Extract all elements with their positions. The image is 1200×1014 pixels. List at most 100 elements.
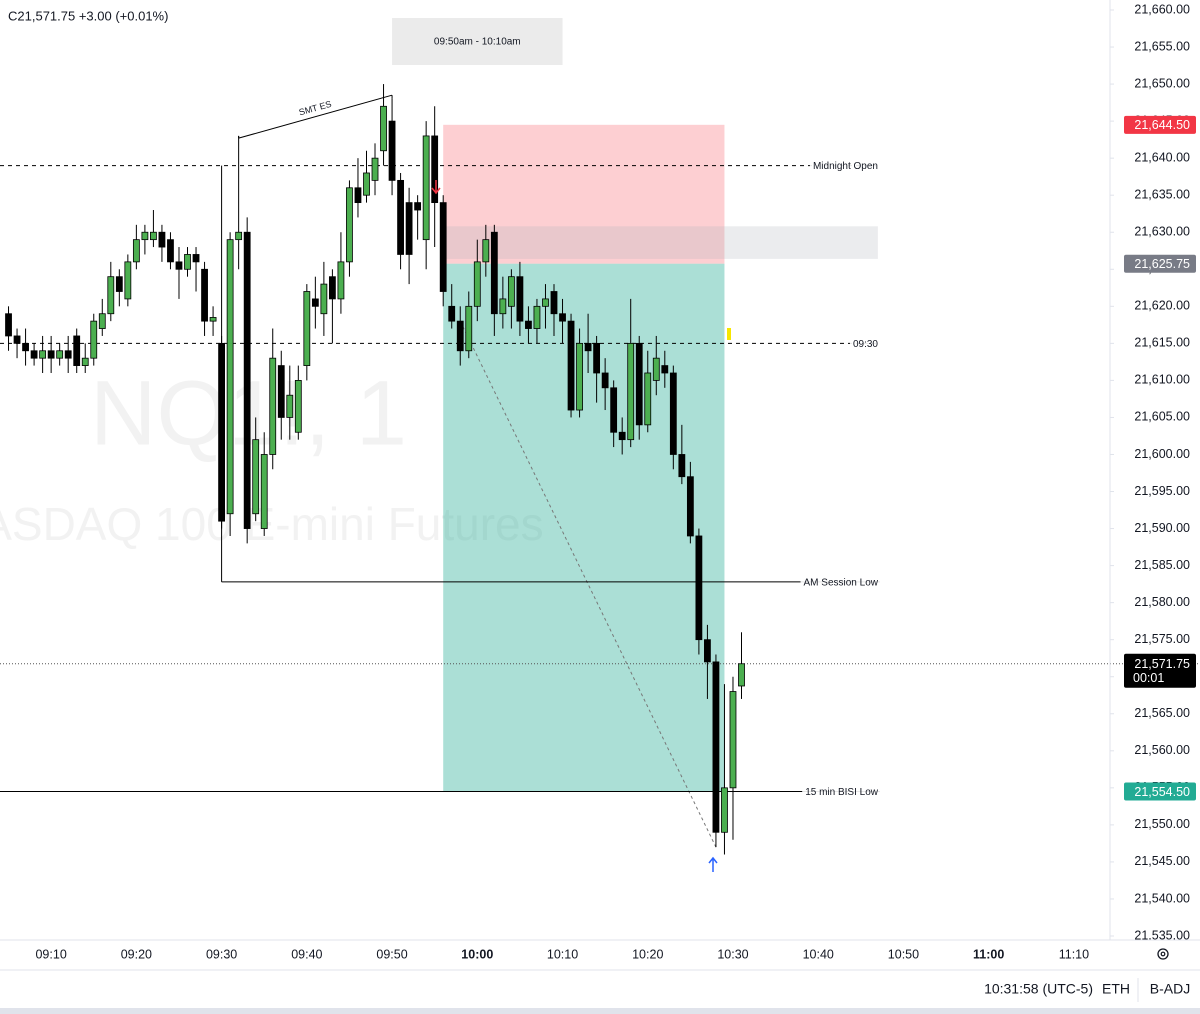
- target-zone: [443, 263, 725, 792]
- y-tick-label: 21,595.00: [1134, 484, 1190, 498]
- candle-body: [73, 335, 81, 366]
- smt-line: [238, 94, 393, 139]
- candle-body: [260, 454, 268, 529]
- candle-body: [167, 239, 174, 263]
- candle-body: [652, 357, 660, 381]
- annotation-layer: Midnight Open 09:30 AM Session Low 15 min B…: [238, 94, 881, 799]
- candle-body: [550, 291, 558, 315]
- level-label-bg: [809, 158, 880, 173]
- time-axis-band: [0, 940, 1200, 1014]
- candle-body: [294, 379, 302, 433]
- candle-body: [226, 239, 234, 515]
- candle-body: [704, 639, 711, 663]
- candle-body: [90, 320, 98, 359]
- y-tick-label: 21,600.00: [1134, 447, 1190, 461]
- candle-body: [601, 372, 609, 389]
- highlight-mark: [727, 328, 731, 340]
- price-label-countdown: 00:01: [1133, 671, 1164, 685]
- y-tick-label: 21,660.00: [1134, 2, 1190, 16]
- y-tick-label: 21,610.00: [1134, 373, 1190, 387]
- candle-body: [618, 431, 626, 441]
- candle-body: [252, 439, 260, 515]
- y-tick-label: 21,575.00: [1134, 632, 1190, 646]
- session-toggle[interactable]: ETH: [1102, 981, 1130, 997]
- level-label: Midnight Open: [813, 161, 878, 172]
- y-tick-label: 21,540.00: [1134, 891, 1190, 905]
- candle-body: [576, 342, 583, 411]
- candles-layer: [5, 84, 745, 855]
- y-tick-label: 21,630.00: [1134, 225, 1190, 239]
- y-tick-label: 21,535.00: [1134, 928, 1190, 942]
- stop-zone: [443, 124, 725, 264]
- candle-body: [277, 365, 285, 418]
- x-tick-label: 10:40: [803, 947, 834, 961]
- candle-body: [64, 350, 72, 359]
- x-tick-label: 10:10: [547, 947, 578, 961]
- x-tick-label: 10:20: [632, 947, 663, 961]
- bottom-layer: 10:31:58 (UTC-5) ETH B-ADJ 09:10 09:20 09:…: [0, 939, 1200, 1014]
- drawings-layer: 09:50am - 10:10am: [0, 18, 1200, 848]
- status-time: 10:31:58 (UTC-5): [984, 981, 1093, 997]
- candle-body: [482, 239, 490, 263]
- candle-body: [30, 350, 38, 359]
- candle-body: [738, 663, 745, 687]
- y-tick-label: 21,550.00: [1134, 817, 1190, 831]
- candle-body: [243, 231, 251, 529]
- candle-body: [567, 320, 575, 411]
- adjust-toggle[interactable]: B-ADJ: [1150, 981, 1190, 997]
- x-tick-label: 09:30: [206, 947, 237, 961]
- candle-body: [678, 454, 686, 478]
- x-tick-label: 10:50: [888, 947, 919, 961]
- candle-body: [218, 342, 226, 522]
- level-label: AM Session Low: [804, 578, 879, 589]
- price-label-box: [1124, 653, 1196, 688]
- candle-body: [107, 276, 115, 315]
- candle-body: [490, 231, 498, 315]
- candle-body: [499, 298, 507, 315]
- price-label: 21,625.75: [1134, 257, 1190, 271]
- price-label-box: [1124, 782, 1196, 801]
- candle-body: [150, 231, 157, 241]
- level-label: 15 min BISI Low: [805, 787, 879, 798]
- candle-body: [507, 276, 515, 307]
- candle-body: [98, 313, 106, 329]
- candle-body: [635, 342, 643, 426]
- x-tick-label: 10:30: [717, 947, 748, 961]
- price-label: 21,554.50: [1134, 785, 1190, 799]
- x-tick-label: 09:10: [35, 947, 66, 961]
- y-tick-label: 21,605.00: [1134, 410, 1190, 424]
- gray-zone: [443, 226, 878, 259]
- y-tick-label: 21,590.00: [1134, 521, 1190, 535]
- candle-body: [346, 187, 353, 263]
- axis-layer: 21,535.00 21,540.00 21,545.00 21,550.00 21,5…: [1109, 0, 1196, 942]
- ohlc-legend: C21,571.75 +3.00 (+0.01%): [8, 8, 168, 23]
- candle-body: [320, 283, 328, 315]
- candle-body: [192, 254, 200, 263]
- candle-body: [5, 313, 12, 337]
- candle-body: [115, 276, 123, 292]
- candle-body: [721, 787, 728, 833]
- y-tick-label: 21,620.00: [1134, 299, 1190, 313]
- settings-icon-center: [1160, 951, 1166, 957]
- candle-body: [559, 313, 566, 322]
- candle-body: [729, 691, 737, 789]
- price-label: 21,644.50: [1134, 118, 1190, 132]
- candle-body: [525, 320, 532, 329]
- candle-body: [644, 372, 652, 426]
- settings-icon[interactable]: [1157, 948, 1169, 960]
- price-label-box: [1124, 254, 1196, 273]
- watermark-name: NASDAQ 100 E-mini Futures: [0, 498, 544, 550]
- candle-body: [542, 298, 549, 307]
- candle-body: [516, 276, 524, 322]
- candle-body: [354, 187, 362, 204]
- candle-body: [414, 202, 422, 211]
- level-label-bg: [802, 784, 881, 799]
- y-tick-label: 21,565.00: [1134, 706, 1190, 720]
- candle-body: [39, 350, 47, 359]
- candle-body: [124, 261, 132, 300]
- candle-body: [397, 179, 404, 255]
- candle-body: [422, 135, 430, 241]
- candle-body: [431, 135, 439, 204]
